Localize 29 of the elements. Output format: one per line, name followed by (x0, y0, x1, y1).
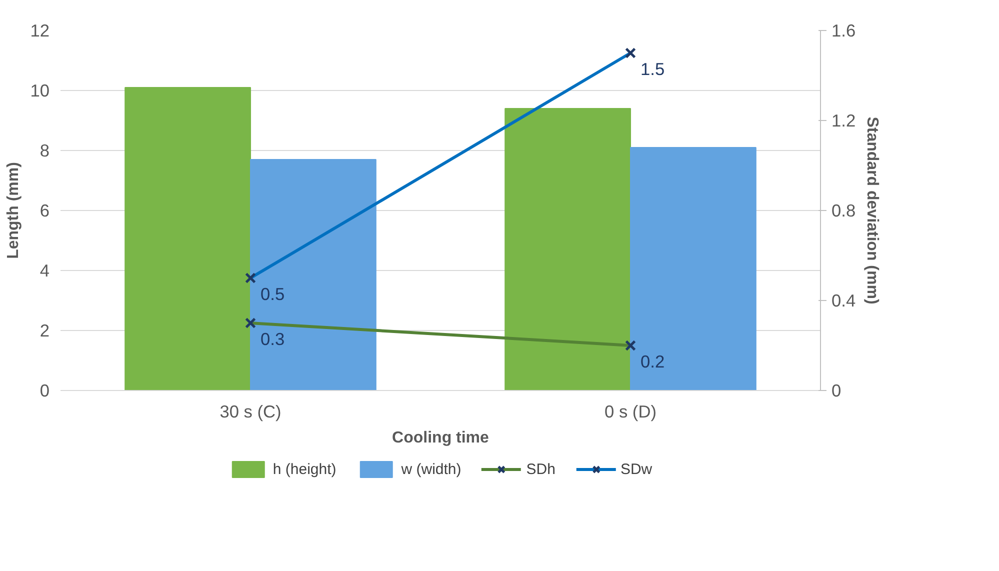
data-label: 0.5 (260, 284, 285, 304)
y-tick-label: 8 (40, 140, 50, 160)
y-axis-title: Length (mm) (5, 162, 22, 259)
y-tick-label: 10 (30, 80, 50, 100)
bar (250, 159, 376, 390)
legend-label: w (width) (401, 460, 462, 478)
legend-label: h (height) (272, 460, 336, 478)
x-tick-label: 30 s (C) (220, 402, 282, 422)
y2-tick-label: 0.4 (832, 290, 856, 310)
y-tick-label: 0 (40, 380, 50, 400)
y-tick-label: 12 (30, 20, 50, 40)
y-tick-label: 6 (40, 200, 50, 220)
legend-label: SDw (620, 460, 652, 478)
y2-tick-label: 0 (832, 380, 842, 400)
data-label: 0.2 (640, 352, 665, 372)
y2-tick-label: 0.8 (832, 200, 856, 220)
y2-tick-label: 1.6 (832, 20, 856, 40)
x-tick-label: 0 s (D) (604, 402, 657, 422)
bar (630, 147, 756, 390)
y2-axis-title: Standard deviation (mm) (864, 116, 881, 304)
data-label: 0.3 (260, 329, 285, 349)
data-label: 1.5 (640, 59, 665, 79)
y2-tick-label: 1.2 (832, 110, 856, 130)
x-axis-title: Cooling time (392, 430, 490, 446)
y-tick-label: 4 (40, 260, 50, 280)
legend-label: SDh (526, 460, 556, 478)
bar (124, 87, 251, 390)
bar (504, 108, 631, 390)
y-tick-label: 2 (40, 320, 50, 340)
